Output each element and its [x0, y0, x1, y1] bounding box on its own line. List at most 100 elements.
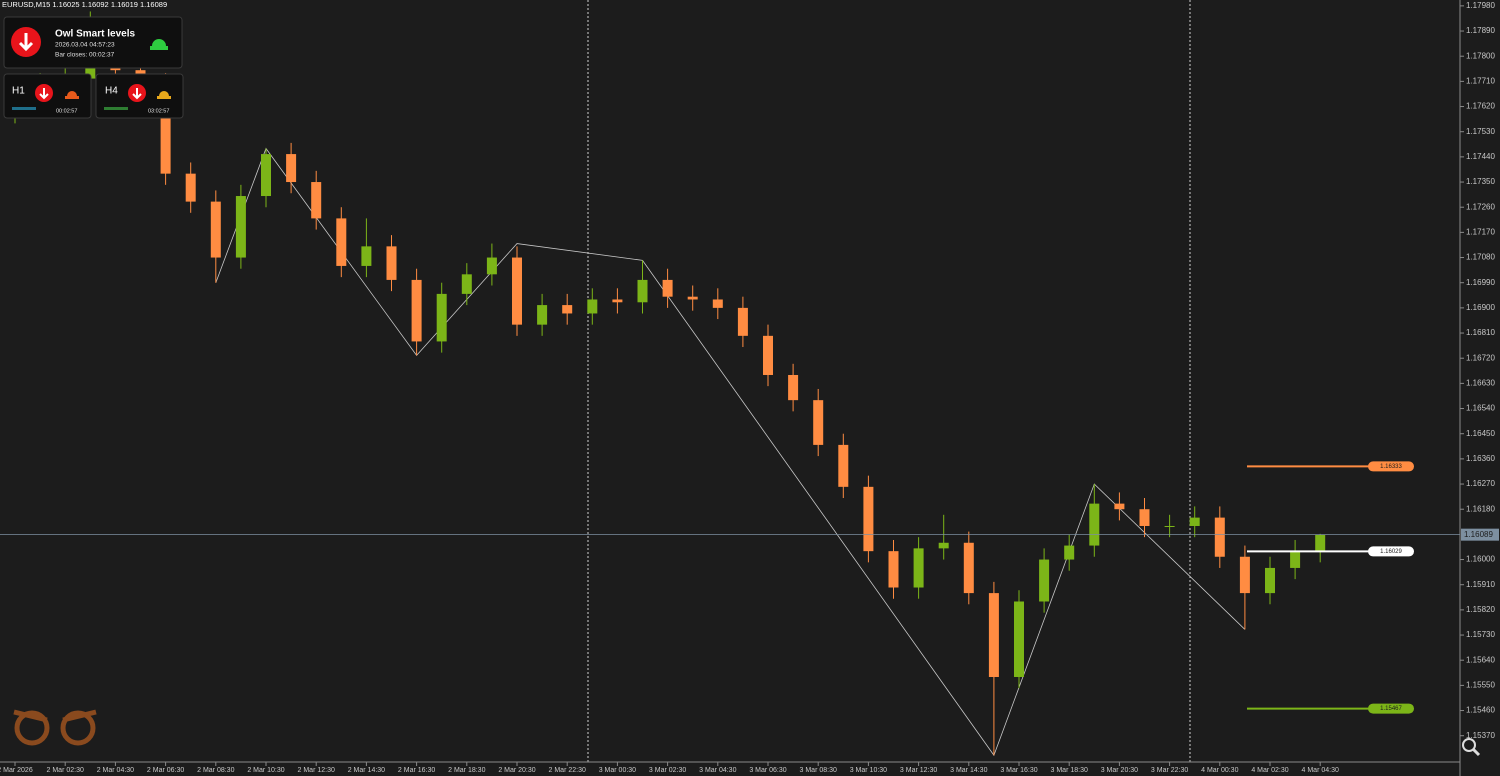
- y-tick-label: 1.15640: [1466, 655, 1495, 664]
- y-tick-label: 1.17800: [1466, 51, 1495, 60]
- x-tick-label: 2 Mar 06:30: [147, 767, 184, 774]
- zoom-button[interactable]: [1462, 738, 1481, 757]
- y-tick-label: 1.15820: [1466, 605, 1495, 614]
- candle-body: [512, 257, 522, 325]
- candle-body: [1290, 551, 1301, 568]
- candle-body: [1214, 517, 1225, 557]
- tile-label: H1: [12, 86, 25, 97]
- y-tick-label: 1.16720: [1466, 353, 1495, 362]
- x-tick-label: 2 Mar 18:30: [448, 767, 485, 774]
- tile-time: 03:02:57: [148, 108, 169, 114]
- y-tick-label: 1.16360: [1466, 454, 1495, 463]
- level-tag: [1368, 546, 1414, 557]
- candle-body: [386, 246, 397, 280]
- tile-label: H4: [105, 86, 118, 97]
- candle-body: [1014, 601, 1024, 677]
- candle-body: [1265, 567, 1275, 594]
- candle-body: [336, 218, 347, 266]
- candle-body: [85, 61, 96, 79]
- candle-body: [235, 196, 246, 258]
- progress: [104, 107, 128, 110]
- level-label: 1.15467: [1380, 706, 1402, 712]
- x-tick-label: 3 Mar 14:30: [950, 767, 987, 774]
- candle-body: [988, 593, 999, 677]
- candle-body: [1189, 517, 1200, 526]
- candle-body: [1064, 545, 1075, 560]
- panel-title: Owl Smart levels: [55, 29, 135, 40]
- candle-body: [612, 299, 623, 303]
- candle-body: [1164, 525, 1175, 527]
- x-tick-label: 3 Mar 04:30: [699, 767, 736, 774]
- candle-body: [486, 257, 497, 275]
- x-tick-label: 2 Mar 12:30: [298, 767, 335, 774]
- x-tick-label: 2 Mar 2026: [0, 767, 33, 774]
- owl-logo: [13, 709, 97, 746]
- candle-body: [587, 299, 598, 314]
- alert-icon: [157, 91, 171, 99]
- panel-bar-close: Bar closes: 00:02:37: [55, 52, 115, 59]
- arrow: [39, 88, 49, 100]
- candle-body: [562, 305, 573, 314]
- candle-body: [261, 154, 271, 197]
- x-tick-label: 4 Mar 00:30: [1201, 767, 1238, 774]
- candle-body: [788, 374, 799, 401]
- x-tick-label: 3 Mar 18:30: [1051, 767, 1088, 774]
- x-tick-label: 3 Mar 16:30: [1000, 767, 1037, 774]
- candle-body: [1139, 509, 1150, 526]
- y-tick-label: 1.16540: [1466, 404, 1495, 413]
- x-tick-label: 3 Mar 22:30: [1151, 767, 1188, 774]
- candle-body: [1315, 534, 1326, 552]
- y-tick-label: 1.15550: [1466, 680, 1495, 689]
- x-tick-label: 3 Mar 10:30: [850, 767, 887, 774]
- candle-body: [863, 486, 874, 552]
- level-tag: [1368, 461, 1414, 472]
- progress: [12, 107, 36, 110]
- x-tick-label: 3 Mar 06:30: [749, 767, 786, 774]
- y-tick-label: 1.16270: [1466, 479, 1495, 488]
- candle-body: [637, 279, 648, 303]
- alert-icon: [150, 39, 168, 50]
- candle-body: [311, 182, 322, 219]
- signal-panel: Owl Smart levels 2026.03.04 04:57:23 Bar…: [3, 16, 184, 119]
- price-tag-label: 1.16089: [1464, 530, 1493, 539]
- candle-body: [913, 548, 924, 588]
- candle-body: [763, 335, 773, 375]
- alert-icon: [65, 91, 79, 99]
- y-tick-label: 1.17980: [1466, 1, 1495, 10]
- candle-body: [1039, 559, 1050, 602]
- x-tick-label: 3 Mar 20:30: [1101, 767, 1138, 774]
- x-tick-label: 3 Mar 08:30: [800, 767, 837, 774]
- candle-body: [461, 274, 472, 294]
- level-label: 1.16029: [1380, 549, 1402, 555]
- x-tick-label: 2 Mar 22:30: [549, 767, 586, 774]
- y-tick-label: 1.15460: [1466, 706, 1495, 715]
- x-tick-label: 2 Mar 10:30: [247, 767, 284, 774]
- candle-body: [361, 246, 372, 266]
- candle-body: [938, 542, 949, 549]
- x-tick-label: 2 Mar 14:30: [348, 767, 385, 774]
- x-tick-label: 4 Mar 04:30: [1302, 767, 1339, 774]
- candle-body: [838, 444, 849, 487]
- y-tick-label: 1.16000: [1466, 555, 1495, 564]
- y-tick-label: 1.15730: [1466, 630, 1495, 639]
- x-tick-label: 2 Mar 08:30: [197, 767, 234, 774]
- x-tick-label: 2 Mar 04:30: [97, 767, 134, 774]
- y-tick-label: 1.17260: [1466, 202, 1495, 211]
- tile-time: 00:02:57: [56, 108, 77, 114]
- y-tick-label: 1.16990: [1466, 278, 1495, 287]
- y-tick-label: 1.17620: [1466, 102, 1495, 111]
- y-tick-label: 1.16450: [1466, 429, 1495, 438]
- panel-time: 2026.03.04 04:57:23: [55, 42, 115, 49]
- candle-body: [436, 293, 447, 342]
- y-tick-label: 1.17530: [1466, 127, 1495, 136]
- level-label: 1.16333: [1380, 464, 1402, 470]
- y-tick-label: 1.17170: [1466, 227, 1495, 236]
- y-tick-label: 1.16180: [1466, 504, 1495, 513]
- x-tick-label: 2 Mar 02:30: [47, 767, 84, 774]
- candle-body: [888, 551, 899, 588]
- y-tick-label: 1.15370: [1466, 731, 1495, 740]
